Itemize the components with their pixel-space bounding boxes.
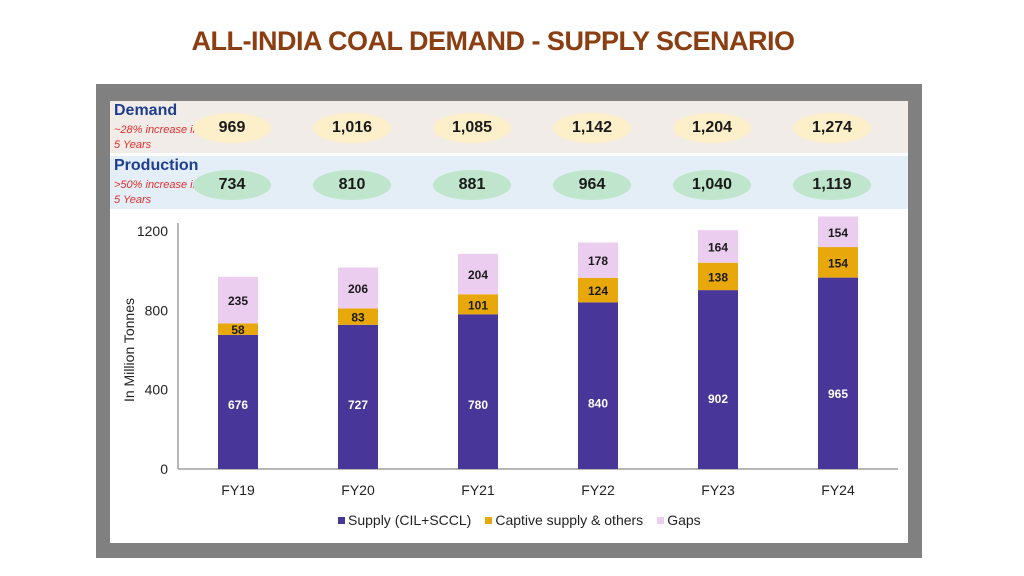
bar-data-label: 138 <box>708 270 728 284</box>
demand-value-pill: 1,274 <box>793 113 871 143</box>
demand-value-pill: 1,085 <box>433 113 511 143</box>
bar-segment-captive <box>578 277 618 303</box>
demand-value-pill: 1,016 <box>313 113 391 143</box>
bar-segment-gaps <box>818 216 858 248</box>
bar-segment-supply <box>578 302 618 469</box>
legend-label-supply: Supply (CIL+SCCL) <box>348 512 472 528</box>
production-value-pill: 964 <box>553 170 631 200</box>
bar-segment-captive <box>458 294 498 315</box>
production-label: Production <box>114 157 199 174</box>
x-tick-label: FY20 <box>341 482 375 498</box>
x-tick-label: FY19 <box>221 482 255 498</box>
y-axis-label: In Million Tonnes <box>121 298 137 402</box>
bar-segment-captive <box>218 323 258 335</box>
bar-data-label: 902 <box>708 392 728 406</box>
legend-swatch-supply <box>338 516 345 524</box>
x-tick-label: FY22 <box>581 482 615 498</box>
bar-segment-captive <box>818 247 858 278</box>
bar-data-label: 676 <box>228 398 248 412</box>
x-tick-label: FY21 <box>461 482 495 498</box>
bar-data-label: 154 <box>828 226 848 240</box>
production-value-pill: 1,040 <box>673 170 751 200</box>
bar-segment-supply <box>338 324 378 469</box>
bar-segment-supply <box>698 290 738 469</box>
bar-segment-gaps <box>698 230 738 263</box>
bar-segment-gaps <box>338 267 378 309</box>
production-value-pill: 1,119 <box>793 170 871 200</box>
bar-data-label: 58 <box>231 323 245 337</box>
production-value-pill: 734 <box>193 170 271 200</box>
legend-label-gaps: Gaps <box>667 512 701 528</box>
bar-segment-gaps <box>458 253 498 295</box>
chart-legend: Supply (CIL+SCCL) Captive supply & other… <box>338 512 701 528</box>
bar-segment-supply <box>218 334 258 469</box>
legend-item-captive: Captive supply & others <box>485 512 643 528</box>
legend-item-supply: Supply (CIL+SCCL) <box>338 512 471 528</box>
y-tick-label: 0 <box>160 461 168 477</box>
bar-data-label: 178 <box>588 254 608 268</box>
bar-data-label: 235 <box>228 294 248 308</box>
bar-data-label: 124 <box>588 284 608 298</box>
bar-segment-gaps <box>578 242 618 278</box>
bar-data-label: 101 <box>468 298 488 312</box>
bar-data-label: 780 <box>468 398 488 412</box>
production-value-pill: 810 <box>313 170 391 200</box>
demand-value-pill: 969 <box>193 113 271 143</box>
demand-value-pill: 1,142 <box>553 113 631 143</box>
demand-label: Demand <box>114 102 178 119</box>
bar-segment-captive <box>698 262 738 291</box>
production-note: >50% increase in 5 Years <box>114 179 199 206</box>
bar-data-label: 154 <box>828 256 848 270</box>
bar-data-label: 965 <box>828 387 848 401</box>
bar-segment-supply <box>458 314 498 469</box>
demand-note: ~28% increase in 5 Years <box>114 124 199 151</box>
bar-data-label: 840 <box>588 396 608 410</box>
y-tick-label: 1200 <box>137 223 168 239</box>
page-title: ALL-INDIA COAL DEMAND - SUPPLY SCENARIO <box>191 26 795 56</box>
x-tick-label: FY23 <box>701 482 735 498</box>
bar-data-label: 206 <box>348 282 368 296</box>
x-tick-label: FY24 <box>821 482 855 498</box>
legend-label-captive: Captive supply & others <box>495 512 644 528</box>
y-tick-label: 800 <box>145 302 169 318</box>
bar-data-label: 727 <box>348 398 368 412</box>
y-tick-label: 400 <box>145 382 169 398</box>
bar-segment-captive <box>338 308 378 325</box>
demand-band: Demand ~28% increase in 5 Years <box>110 101 908 153</box>
legend-swatch-captive <box>485 516 493 524</box>
bar-segment-supply <box>818 277 858 469</box>
bar-data-label: 83 <box>351 311 365 325</box>
bar-segment-gaps <box>218 276 258 324</box>
legend-item-gaps: Gaps <box>657 512 701 528</box>
bar-data-label: 204 <box>468 268 488 282</box>
production-value-pill: 881 <box>433 170 511 200</box>
legend-swatch-gaps <box>657 516 665 524</box>
bar-data-label: 164 <box>708 240 728 254</box>
demand-value-pill: 1,204 <box>673 113 751 143</box>
